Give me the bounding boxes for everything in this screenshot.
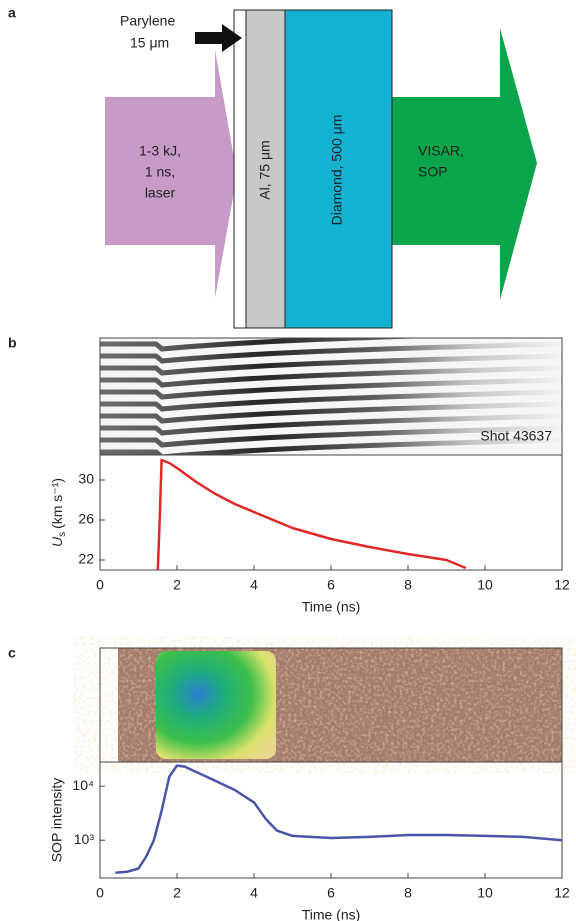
laser-label: 1 ns, [145,164,175,180]
annotation: Shot 43637 [480,428,552,444]
parylene-label: 15 μm [130,35,169,51]
x-tick-label: 2 [173,885,181,901]
x-tick-label: 4 [250,885,258,901]
pointer-arrow [195,24,242,52]
y-label-symbol: U [49,536,65,547]
fringe [100,425,562,448]
diamond-layer [284,9,393,329]
diamond-label: Diamond, 500 μm [329,115,345,226]
streak-hot-region [156,651,276,759]
x-tick-label: 6 [327,885,335,901]
panel-label: b [8,335,17,351]
fringe [100,338,432,352]
data-line [156,458,467,571]
parylene-layer [233,9,247,329]
x-tick-label: 0 [96,885,104,901]
y-label-unit: (km s⁻¹) [49,478,65,529]
laser-label: 1-3 kJ, [139,143,181,159]
x-tick-label: 12 [554,885,570,901]
x-tick-label: 0 [96,577,104,593]
output-arrow [392,28,537,300]
fringe [100,389,562,412]
x-axis-label: Time (ns) [302,599,361,615]
y-axis-label: Us (km s⁻¹) [49,478,68,547]
y-tick-label: 10⁴ [72,777,94,793]
x-tick-label: 10 [477,577,493,593]
fringe [100,341,562,364]
x-tick-label: 8 [404,577,412,593]
diagnostics-label: VISAR, [418,143,464,159]
y-tick-label: 30 [78,471,94,487]
x-tick-label: 2 [173,577,181,593]
x-tick-label: 4 [250,577,258,593]
y-label-subscript: s [57,532,68,537]
fringe [100,377,562,400]
laser-label: laser [145,185,176,201]
x-tick-label: 12 [554,577,570,593]
panel-label: c [8,645,16,661]
fringe [100,413,562,436]
x-tick-label: 6 [327,577,335,593]
y-axis-label: SOP intensity [49,778,65,863]
diagnostics-label: SOP [418,164,448,180]
panel-label: a [8,5,16,21]
streak-b [100,338,562,455]
y-tick-label: 26 [78,511,94,527]
panel-a: a Parylene 15 μm 1-3 kJ, 1 ns, laser Al,… [8,5,537,329]
x-tick-label: 8 [404,885,412,901]
fringe [100,437,562,455]
fringe [100,353,562,376]
x-axis-label: Time (ns) [302,907,361,921]
fringe [100,401,562,424]
aluminum-label: Al, 75 μm [257,140,273,199]
laser-arrow [105,50,237,298]
data-line [115,764,563,875]
x-tick-label: 10 [477,885,493,901]
parylene-label: Parylene [120,13,175,29]
y-tick-label: 22 [78,551,94,567]
fringe [100,365,562,388]
streak-c [100,648,562,762]
y-tick-label: 10³ [74,831,95,847]
